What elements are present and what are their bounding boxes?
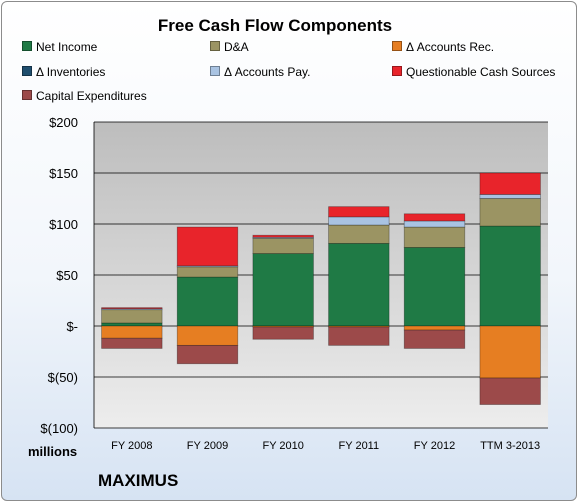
bar-segment-capital-expenditures-4	[403, 329, 466, 349]
bar-segment--accounts-rec--5	[479, 325, 541, 379]
legend-label-net-income: Net Income	[36, 40, 98, 54]
x-tick-label: FY 2009	[187, 440, 228, 452]
x-tick-label: FY 2011	[339, 440, 380, 452]
bar-segment-d-a-5	[479, 198, 541, 227]
legend-label-da: D&A	[224, 40, 249, 54]
legend-item-accounts-rec: Δ Accounts Rec.	[392, 40, 494, 54]
bar-segment-net-income-0	[101, 322, 163, 327]
bar-segment--accounts-rec--0	[101, 325, 163, 339]
bar-segment-d-a-1	[176, 266, 239, 278]
bar-segment--accounts-rec--4	[403, 325, 466, 331]
bar-segment--accounts-pay--5	[479, 194, 541, 199]
bar-segment-capital-expenditures-1	[176, 344, 239, 365]
bar-segment-net-income-2	[252, 253, 314, 327]
bar-segment-d-a-2	[252, 237, 314, 254]
bar-segment-capital-expenditures-2	[252, 326, 314, 340]
bar-segment-questionable-cash-sources-0	[101, 307, 163, 310]
legend-label-inventories: Δ Inventories	[36, 65, 106, 79]
bar-segment-capital-expenditures-3	[328, 326, 390, 346]
gridlines	[93, 121, 548, 429]
legend-label-accounts-rec: Δ Accounts Rec.	[406, 40, 495, 54]
bar-segment-d-a-0	[101, 309, 163, 324]
legend-item-accounts-pay: Δ Accounts Pay.	[210, 65, 311, 79]
x-tick-label: TTM 3-2013	[480, 440, 540, 452]
legend-swatch-net-income	[22, 41, 32, 51]
bar-segment-net-income-5	[479, 225, 541, 327]
bar-segment-net-income-4	[403, 247, 466, 327]
chart-title: Free Cash Flow Components	[157, 16, 393, 35]
legend-item-inventories: Δ Inventories	[22, 65, 105, 79]
y-tick-label: $150	[49, 166, 78, 181]
bar-segment--accounts-pay--3	[328, 216, 390, 226]
x-tick-label: FY 2012	[414, 440, 455, 452]
legend-item-questionable-cash: Questionable Cash Sources	[392, 65, 555, 79]
bar-segment-capital-expenditures-5	[479, 377, 541, 405]
units-label: millions	[28, 444, 78, 459]
legend-label-questionable-cash: Questionable Cash Sources	[406, 65, 556, 79]
bar-segment-capital-expenditures-0	[101, 337, 163, 349]
legend-swatch-da	[210, 41, 220, 51]
legend-swatch-accounts-pay	[210, 66, 220, 76]
y-tick-label: $200	[49, 115, 78, 130]
bar-segment-d-a-4	[403, 226, 466, 248]
bars	[101, 172, 541, 405]
bar-segment-questionable-cash-sources-5	[479, 172, 541, 195]
y-tick-labels: $200 $150 $100 $50 $- $(50) $(100)	[40, 115, 78, 436]
company-name: MAXIMUS	[98, 471, 179, 490]
bar-segment--accounts-rec--1	[176, 325, 239, 346]
legend-item-capex: Capital Expenditures	[22, 89, 147, 103]
y-tick-label: $(100)	[40, 421, 78, 436]
y-tick-label: $100	[49, 217, 78, 232]
bar-segment-d-a-3	[328, 224, 390, 244]
y-tick-label: $50	[56, 268, 78, 283]
x-tick-label: FY 2008	[111, 440, 152, 452]
legend-swatch-accounts-rec	[392, 41, 402, 51]
legend-label-accounts-pay: Δ Accounts Pay.	[224, 65, 311, 79]
bar-segment-questionable-cash-sources-2	[252, 234, 314, 238]
legend-swatch-inventories	[22, 66, 32, 76]
legend-item-net-income: Net Income	[22, 40, 97, 54]
bar-segment--accounts-pay--4	[403, 220, 466, 228]
legend-item-da: D&A	[210, 40, 249, 54]
legend-swatch-capex	[22, 90, 32, 100]
x-tick-labels: FY 2008 FY 2009 FY 2010 FY 2011 FY 2012 TTM 3…	[111, 440, 540, 452]
bar-segment-questionable-cash-sources-3	[328, 206, 390, 218]
y-tick-label: $-	[66, 319, 78, 334]
bar-segment-questionable-cash-sources-1	[176, 226, 239, 267]
legend-label-capex: Capital Expenditures	[36, 89, 147, 103]
x-tick-label: FY 2010	[262, 440, 303, 452]
bar-segment-net-income-3	[328, 242, 390, 327]
bar-segment-questionable-cash-sources-4	[403, 213, 466, 222]
bar-segment-net-income-1	[176, 276, 239, 327]
legend-swatch-questionable-cash	[392, 66, 402, 76]
y-tick-label: $(50)	[48, 370, 78, 385]
